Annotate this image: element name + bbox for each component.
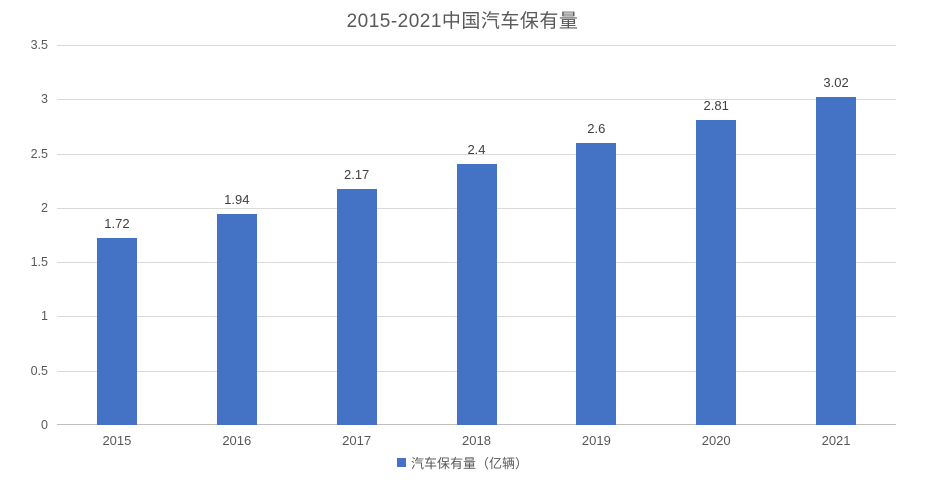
x-axis-tick-label: 2016 bbox=[222, 433, 252, 448]
bar-2018 bbox=[456, 164, 497, 425]
legend-label: 汽车保有量（亿辆） bbox=[410, 456, 528, 471]
bar-value-label: 1.72 bbox=[104, 216, 130, 232]
gridline bbox=[57, 99, 896, 101]
y-axis-tick-label: 1 bbox=[41, 309, 48, 324]
bar-2016 bbox=[216, 214, 257, 425]
bar-value-label: 2.6 bbox=[587, 120, 606, 136]
gridline bbox=[57, 45, 896, 46]
y-axis-tick-label: 3.5 bbox=[30, 38, 48, 52]
bar-2015 bbox=[96, 238, 137, 425]
legend-swatch-icon bbox=[396, 458, 406, 467]
y-axis-tick-label: 2.5 bbox=[30, 146, 48, 161]
plot-area: 0 0.5 1 1.5 2 2.5 3 3.5 1.72 2015 1.94 2016 2.17 2017… bbox=[31, 38, 896, 448]
bar-2017 bbox=[336, 189, 377, 425]
bar-value-label: 2.17 bbox=[343, 167, 370, 183]
x-axis-tick-label: 2015 bbox=[102, 433, 132, 448]
y-axis-tick-label: 0 bbox=[41, 418, 48, 432]
x-axis-tick-label: 2017 bbox=[342, 433, 372, 448]
y-axis-tick-label: 1.5 bbox=[30, 255, 48, 270]
bar-2020 bbox=[696, 119, 737, 425]
x-axis-tick-label: 2019 bbox=[581, 433, 611, 448]
gridline bbox=[57, 153, 896, 155]
bar-value-label: 1.94 bbox=[224, 192, 250, 208]
x-axis-tick-label: 2021 bbox=[821, 433, 851, 448]
bar-2019 bbox=[576, 142, 617, 425]
bar-value-label: 3.02 bbox=[823, 75, 849, 91]
y-axis-tick-label: 2 bbox=[41, 200, 48, 215]
y-axis-tick-label: 3 bbox=[41, 92, 48, 107]
bar-value-label: 2.81 bbox=[703, 97, 729, 113]
x-axis-tick-label: 2018 bbox=[462, 433, 491, 448]
chart-title: 2015-2021中国汽车保有量 bbox=[346, 11, 579, 32]
bar-2021 bbox=[816, 97, 857, 425]
y-axis-tick-label: 0.5 bbox=[30, 363, 48, 378]
x-axis-tick-label: 2020 bbox=[701, 433, 731, 448]
legend: 汽车保有量（亿辆） bbox=[0, 453, 925, 472]
bar-value-label: 2.4 bbox=[467, 142, 486, 158]
